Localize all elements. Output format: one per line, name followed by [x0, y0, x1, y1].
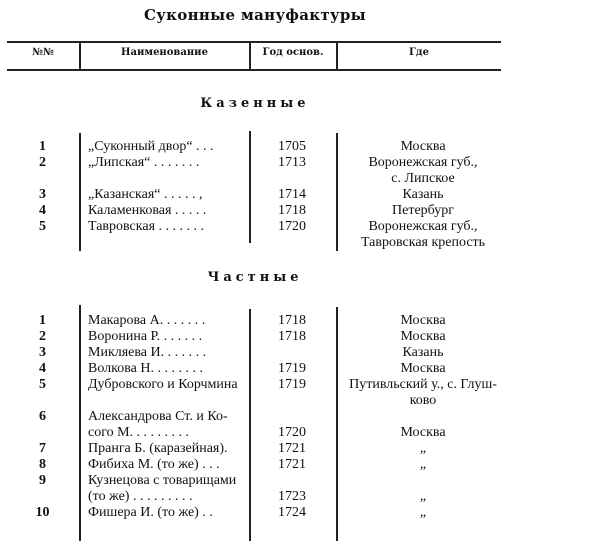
- row-number: 6: [39, 409, 46, 424]
- column-divider: [249, 309, 251, 541]
- header-top-rule: [7, 41, 501, 43]
- row-place: „: [419, 457, 427, 472]
- column-divider: [79, 43, 81, 70]
- column-divider: [79, 305, 81, 541]
- column-divider: [249, 131, 251, 243]
- header-year: Год основ.: [262, 47, 324, 58]
- row-name: Дубровского и Корчмина: [88, 377, 238, 392]
- row-year: 1721: [278, 441, 306, 456]
- row-name: Фишера И. (то же) . .: [88, 505, 213, 520]
- row-place: Москва: [400, 329, 446, 344]
- row-name: Кузнецова с товарищами: [88, 473, 237, 488]
- row-name: Каламенковая . . . . .: [88, 203, 207, 218]
- row-number: 8: [39, 457, 46, 472]
- column-divider: [249, 43, 251, 70]
- row-year: 1720: [278, 425, 306, 440]
- row-place: Воронежская губ.,: [368, 155, 478, 170]
- row-year: 1718: [278, 313, 306, 328]
- row-year: 1723: [278, 489, 306, 504]
- row-year: 1705: [278, 139, 306, 154]
- row-place: Москва: [400, 361, 446, 376]
- header-num: №№: [32, 47, 54, 58]
- column-divider: [336, 133, 338, 251]
- row-number: 7: [39, 441, 46, 456]
- header-bottom-rule: [7, 69, 501, 71]
- row-number: 3: [39, 345, 46, 360]
- row-place: Москва: [400, 139, 446, 154]
- row-year: 1719: [278, 377, 306, 392]
- row-place: Москва: [400, 313, 446, 328]
- row-number: 2: [39, 329, 46, 344]
- row-name: Воронина Р. . . . . . .: [88, 329, 203, 344]
- row-place: Петербург: [392, 203, 454, 218]
- column-divider: [79, 133, 81, 251]
- row-name: Тавровская . . . . . . .: [88, 219, 205, 234]
- row-name: Волкова Н. . . . . . . .: [88, 361, 203, 376]
- row-number: 3: [39, 187, 46, 202]
- row-name: Александрова Ст. и Ко-: [88, 409, 228, 424]
- row-place: Казань: [402, 345, 444, 360]
- row-name: Макарова А. . . . . . .: [88, 313, 206, 328]
- row-number: 4: [39, 203, 46, 218]
- row-place: „: [419, 505, 427, 520]
- column-divider: [336, 43, 338, 70]
- row-year: 1721: [278, 457, 306, 472]
- row-year: 1724: [278, 505, 306, 520]
- row-place: с. Липское: [391, 171, 455, 186]
- row-place: Тавровская крепость: [360, 235, 486, 250]
- row-number: 9: [39, 473, 46, 488]
- row-place: „: [419, 441, 427, 456]
- row-place: ково: [409, 393, 437, 408]
- row-year: 1714: [278, 187, 306, 202]
- column-divider: [336, 307, 338, 541]
- row-year: 1718: [278, 203, 306, 218]
- row-year: 1718: [278, 329, 306, 344]
- row-number: 5: [39, 219, 46, 234]
- row-place: „: [419, 489, 427, 504]
- row-year: 1719: [278, 361, 306, 376]
- row-number: 2: [39, 155, 46, 170]
- section-heading-state: Казенные: [200, 96, 310, 111]
- section-heading-private: Частные: [207, 270, 303, 285]
- row-number: 5: [39, 377, 46, 392]
- row-name: Пранга Б. (каразейная).: [88, 441, 228, 456]
- row-name: „Суконный двор“ . . .: [88, 139, 214, 154]
- row-name: „Липская“ . . . . . . .: [88, 155, 200, 170]
- page-title: Суконные мануфактуры: [144, 6, 366, 24]
- row-name: Микляева И. . . . . . .: [88, 345, 207, 360]
- row-name: (то же) . . . . . . . . .: [88, 489, 193, 504]
- row-place: Путивльский у., с. Глуш-: [349, 377, 497, 392]
- row-number: 1: [39, 139, 46, 154]
- row-year: 1713: [278, 155, 306, 170]
- header-name: Наименование: [121, 47, 208, 58]
- row-name: сого М. . . . . . . . .: [88, 425, 190, 440]
- row-place: Москва: [400, 425, 446, 440]
- row-place: Казань: [402, 187, 444, 202]
- header-place: Где: [409, 47, 429, 58]
- row-name: Фибиха М. (то же) . . .: [88, 457, 220, 472]
- row-number: 10: [35, 505, 50, 520]
- row-number: 1: [39, 313, 46, 328]
- row-place: Воронежская губ.,: [368, 219, 478, 234]
- row-name: „Казанская“ . . . . . ,: [88, 187, 203, 202]
- row-number: 4: [39, 361, 46, 376]
- row-year: 1720: [278, 219, 306, 234]
